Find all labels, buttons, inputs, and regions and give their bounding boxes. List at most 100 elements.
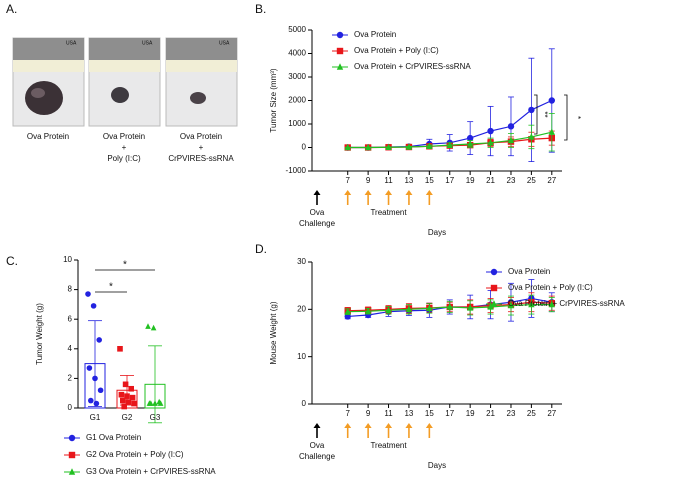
marker [528,300,535,308]
arrow-head [313,190,321,195]
marker [446,141,453,148]
panel-label: B. [255,2,266,16]
marker [507,301,515,309]
significance-label: * [573,116,582,119]
y-tick-label: 10 [297,352,306,361]
y-tick-label: 0 [302,143,307,152]
marker [88,397,94,404]
marker [344,308,351,315]
photo-caption: + [122,143,127,152]
legend-label: Ova Protein [508,267,550,276]
legend-label: G3 Ova Protein + CrPVIRES-ssRNA [86,467,216,476]
y-tick-label: 5000 [288,25,306,34]
marker [364,143,372,151]
marker [150,324,157,331]
marker [487,303,494,310]
x-tick-label: 27 [547,176,556,185]
significance-bracket [564,94,568,141]
photo: USA [88,37,161,127]
panel-label: A. [6,2,17,16]
arrow-head [385,423,393,428]
marker [152,400,158,406]
photo: USA [12,37,85,127]
x-tick-label: 21 [486,409,495,418]
marker [507,136,515,144]
x-tick-label: 23 [507,409,516,418]
marker [336,63,344,70]
x-tick-label: 13 [404,176,413,185]
arrow-head [364,190,372,195]
photo-panel: A. USA USA USA [6,2,238,127]
marker [548,97,555,104]
treatment-label: Treatment [370,208,407,217]
legend-label: Ova Protein + CrPVIRES-ssRNA [354,62,471,71]
marker [385,143,392,150]
x-tick-label: 7 [345,409,350,418]
y-axis-label: Tumor Weight (g) [35,303,44,365]
marker [68,434,76,442]
ruler-text: USA [66,40,77,46]
marker [93,400,100,407]
y-tick-label: 30 [297,257,306,266]
arrow-head [364,423,372,428]
marker [120,397,126,404]
significance-label: * [123,260,127,271]
marker [344,143,351,151]
x-axis-label: Days [428,228,446,237]
x-tick-label: 23 [507,176,516,185]
marker [148,400,154,406]
significance-label: ** [540,111,549,117]
y-tick-label: 3000 [288,72,306,81]
marker [490,268,498,276]
y-tick-label: 8 [68,285,73,294]
y-axis-label: Tumor Size (mm³) [269,68,278,132]
y-tick-label: -1000 [286,166,307,175]
y-tick-label: 20 [297,304,306,313]
x-tick-label: G3 [150,413,161,422]
marker [118,391,125,398]
x-tick-label: 27 [547,409,556,418]
marker [336,47,344,55]
marker [125,399,132,405]
significance-bracket [534,94,538,135]
marker [548,128,555,135]
marker [466,134,474,142]
marker [528,133,535,140]
significance-label: * [109,282,113,293]
panel-label: C. [6,254,18,268]
marker [86,365,93,371]
x-tick-label: 17 [445,176,454,185]
x-tick-label: 19 [466,409,475,418]
ruler-text: USA [142,40,153,46]
marker [490,300,498,307]
y-axis-label: Mouse Weight (g) [269,301,278,364]
marker [68,451,76,459]
x-tick-label: 17 [445,409,454,418]
arrow-head [405,423,413,428]
legend-label: G1 Ova Protein [86,433,141,442]
y-tick-label: 1000 [288,119,306,128]
arrow-head [425,423,433,428]
x-tick-label: 7 [345,176,350,185]
marker [385,306,392,313]
arrow-head [313,423,321,428]
marker [92,375,98,382]
photo-caption: + [199,143,204,152]
challenge-label: Challenge [299,219,336,228]
y-tick-label: 4 [68,344,73,353]
arrow-head [344,423,352,428]
panel-label: D. [255,242,267,256]
legend-label: Ova Protein + Poly (I:C) [508,283,593,292]
challenge-label: Ova [310,441,325,450]
x-tick-label: 15 [425,176,434,185]
marker [405,143,413,150]
marker [528,106,535,114]
x-axis-label: Days [428,461,446,470]
photo-caption: Ova Protein [27,132,69,141]
legend-label: Ova Protein + CrPVIRES-ssRNA [508,299,625,308]
marker [122,381,129,388]
photo-caption: Ova Protein [103,132,145,141]
marker [487,139,494,146]
arrow-head [425,190,433,195]
marker [466,140,474,147]
